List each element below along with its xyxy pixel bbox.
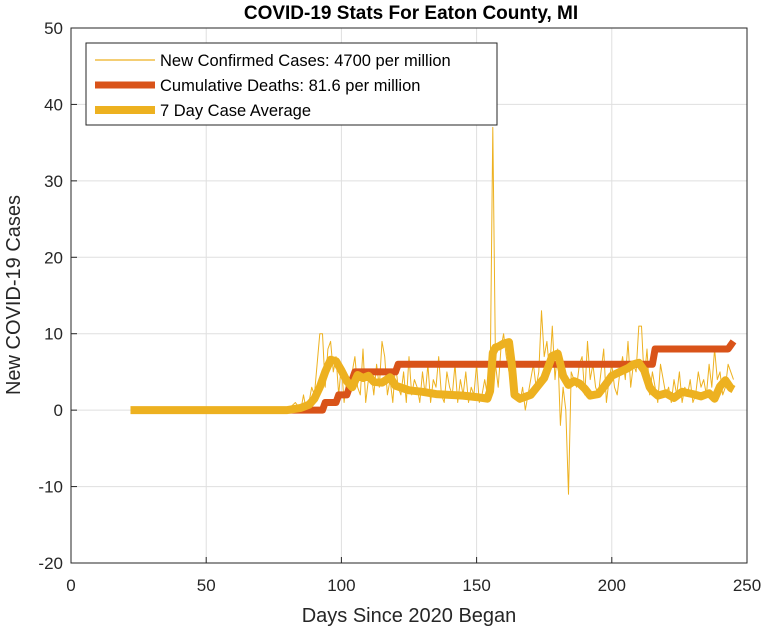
legend-label-average: 7 Day Case Average — [160, 102, 311, 120]
x-tick-label: 200 — [598, 576, 626, 595]
legend-label-cases: New Confirmed Cases: 4700 per million — [160, 52, 451, 70]
x-tick-label: 0 — [66, 576, 75, 595]
axes-box — [70, 27, 748, 564]
y-axis-label: New COVID-19 Cases — [3, 195, 25, 395]
y-tick-label: 0 — [54, 401, 63, 420]
new-cases-line — [130, 126, 734, 495]
plot-area — [130, 126, 737, 495]
y-tick-label: 50 — [44, 19, 63, 38]
y-tick-label: 20 — [44, 248, 63, 267]
axis-ticks: 0 50 100 150 200 250 -20 -10 0 10 20 30 40 50 — [38, 19, 761, 595]
x-axis-label: Days Since 2020 Began — [302, 605, 517, 627]
chart-title: COVID-19 Stats For Eaton County, MI — [244, 3, 578, 24]
y-tick-label: -20 — [38, 554, 63, 573]
y-tick-label: 40 — [44, 95, 63, 114]
x-tick-label: 150 — [462, 576, 490, 595]
legend: New Confirmed Cases: 4700 per million Cu… — [85, 42, 498, 126]
y-tick-label: 30 — [44, 172, 63, 191]
y-tick-label: 10 — [44, 325, 63, 344]
legend-label-deaths: Cumulative Deaths: 81.6 per million — [160, 77, 420, 95]
seven-day-average-line — [130, 338, 736, 415]
x-tick-label: 50 — [197, 576, 216, 595]
x-tick-label: 250 — [733, 576, 761, 595]
y-tick-label: -10 — [38, 478, 63, 497]
x-tick-label: 100 — [327, 576, 355, 595]
